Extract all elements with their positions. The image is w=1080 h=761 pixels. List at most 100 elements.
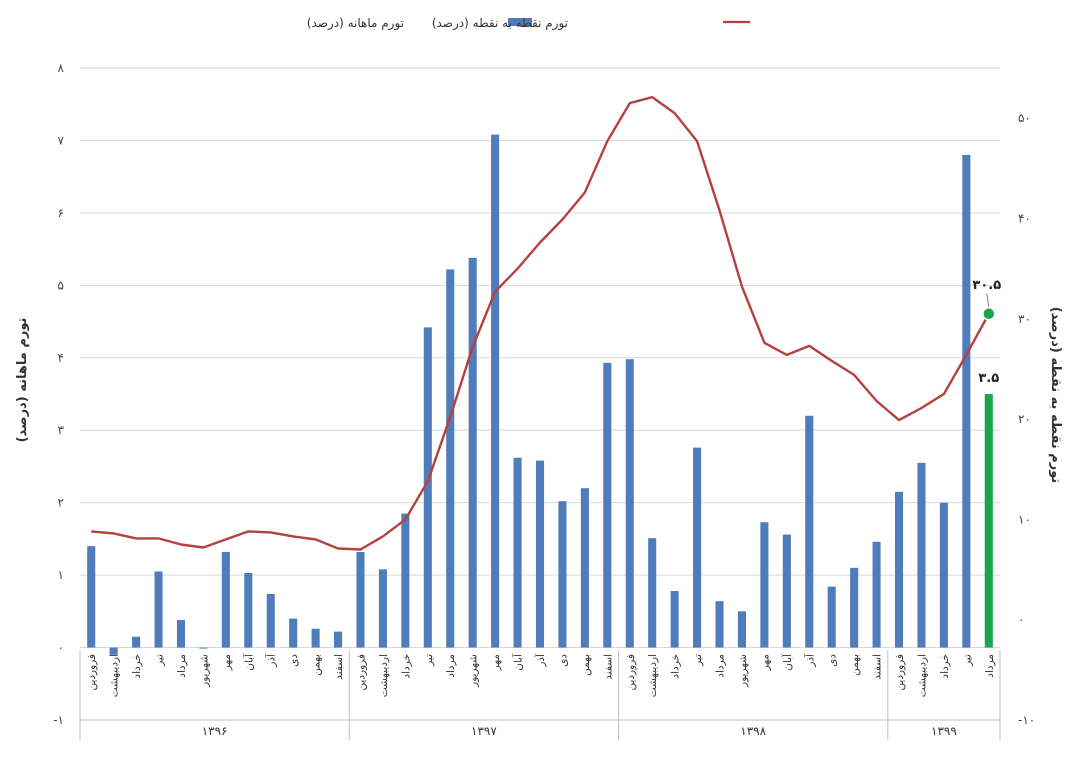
bar bbox=[648, 538, 657, 648]
bar bbox=[199, 647, 208, 649]
bar bbox=[289, 618, 298, 648]
bar bbox=[87, 546, 96, 648]
category-label: بهمن bbox=[849, 654, 861, 676]
bar bbox=[805, 415, 814, 648]
bar bbox=[580, 488, 589, 648]
category-label: مرداد bbox=[984, 654, 996, 678]
x-axis-categories: فروردین اردیبهشت خرداد تیر مرداد شهریور مهر آبا… bbox=[86, 653, 996, 697]
category-label: بهمن bbox=[580, 654, 592, 676]
point-value-label: ۳۰.۵ bbox=[972, 278, 1001, 293]
right-axis: -۱۰ ۰ ۱۰ ۲۰ ۳۰ ۴۰ ۵۰ bbox=[1018, 111, 1035, 727]
category-label: مهر bbox=[759, 654, 771, 671]
bar bbox=[513, 457, 522, 648]
category-label: تیر bbox=[423, 654, 435, 667]
category-label: دی bbox=[827, 654, 839, 667]
data-labels: ۳۰.۵ ۳.۵ bbox=[972, 278, 1001, 386]
bar bbox=[535, 460, 545, 648]
line-series bbox=[91, 95, 996, 551]
bar bbox=[872, 541, 881, 648]
category-label: شهریور bbox=[468, 654, 480, 688]
category-label: بهمن bbox=[311, 654, 323, 676]
left-tick-label: -۱ bbox=[53, 713, 64, 727]
left-axis-title: تورم ماهانه (درصد) bbox=[15, 318, 30, 443]
category-label: مرداد bbox=[445, 654, 457, 678]
bar-highlight bbox=[984, 394, 993, 648]
category-label: اسفند bbox=[333, 654, 345, 680]
left-tick-label: ۶ bbox=[58, 206, 64, 220]
bar bbox=[760, 522, 769, 648]
line-point-highlight bbox=[982, 307, 996, 321]
year-label: ۱۳۹۹ bbox=[931, 724, 957, 738]
right-tick-label: ۱۰ bbox=[1018, 512, 1031, 526]
bar bbox=[670, 591, 679, 648]
bar bbox=[221, 551, 230, 648]
category-label: تیر bbox=[961, 654, 973, 667]
category-label: دی bbox=[557, 654, 569, 667]
bar bbox=[603, 362, 612, 648]
category-label: خرداد bbox=[131, 654, 143, 679]
left-tick-label: ۵ bbox=[58, 278, 64, 292]
left-tick-label: ۷ bbox=[58, 133, 65, 147]
bar bbox=[446, 269, 455, 648]
line-path bbox=[91, 95, 990, 551]
category-label: فروردین bbox=[355, 654, 367, 691]
category-label: شهریور bbox=[198, 654, 210, 688]
left-tick-label: ۱ bbox=[58, 568, 64, 582]
category-label: آبان bbox=[781, 653, 794, 671]
category-label: مهر bbox=[490, 654, 502, 671]
bar bbox=[782, 534, 791, 648]
category-label: آذر bbox=[265, 653, 278, 668]
left-tick-label: ۰ bbox=[58, 641, 64, 655]
bar bbox=[715, 601, 724, 648]
bar bbox=[939, 502, 948, 648]
point-label-leader bbox=[986, 293, 990, 307]
legend-bar-label: تورم ماهانه (درصد) bbox=[307, 16, 404, 31]
bar bbox=[827, 586, 836, 648]
x-axis-year-groups: ۱۳۹۶ ۱۳۹۷ ۱۳۹۸ ۱۳۹۹ bbox=[79, 650, 1001, 740]
bar bbox=[894, 491, 904, 648]
year-label: ۱۳۹۶ bbox=[202, 724, 228, 738]
category-label: خرداد bbox=[670, 654, 682, 679]
category-label: آبان bbox=[512, 653, 525, 671]
category-label: آبان bbox=[242, 653, 255, 671]
bar bbox=[311, 628, 320, 648]
category-label: اردیبهشت bbox=[109, 654, 121, 697]
left-tick-label: ۳ bbox=[58, 423, 65, 437]
category-label: اردیبهشت bbox=[647, 654, 659, 697]
bar bbox=[132, 636, 141, 648]
bar bbox=[558, 501, 567, 648]
right-tick-label: ۲۰ bbox=[1018, 412, 1031, 426]
category-label: آذر bbox=[534, 653, 547, 668]
left-axis: -۱ ۰ ۱ ۲ ۳ ۴ ۵ ۶ ۷ ۸ bbox=[53, 61, 64, 727]
right-tick-label: -۱۰ bbox=[1018, 713, 1035, 727]
right-axis-title: تورم نقطه به نقطه (درصد) bbox=[1048, 307, 1063, 484]
category-label: فروردین bbox=[625, 654, 637, 691]
right-tick-label: ۰ bbox=[1018, 613, 1024, 627]
right-tick-label: ۵۰ bbox=[1018, 111, 1031, 125]
legend-bar-swatch bbox=[508, 18, 532, 26]
bar-value-label: ۳.۵ bbox=[978, 371, 999, 386]
bar bbox=[850, 567, 859, 648]
category-label: فروردین bbox=[86, 654, 98, 691]
bar bbox=[334, 631, 343, 648]
category-label: اسفند bbox=[872, 654, 884, 680]
gridlines bbox=[80, 67, 1000, 721]
category-label: آذر bbox=[803, 653, 816, 668]
left-tick-label: ۲ bbox=[58, 496, 64, 510]
bar bbox=[356, 551, 365, 648]
left-tick-label: ۸ bbox=[58, 61, 65, 75]
bar bbox=[401, 513, 410, 648]
category-label: اردیبهشت bbox=[916, 654, 928, 697]
category-label: فروردین bbox=[894, 654, 906, 691]
category-label: تیر bbox=[154, 654, 166, 667]
bar bbox=[693, 447, 702, 648]
bar bbox=[109, 647, 118, 655]
year-label: ۱۳۹۷ bbox=[471, 724, 497, 738]
bar bbox=[917, 462, 926, 648]
legend-line-label: تورم نقطه به نقطه (درصد) bbox=[432, 16, 568, 31]
bar bbox=[737, 611, 746, 648]
legend[interactable]: تورم ماهانه (درصد) تورم نقطه به نقطه (در… bbox=[307, 16, 750, 31]
bar bbox=[244, 572, 253, 648]
left-tick-label: ۴ bbox=[58, 351, 64, 365]
